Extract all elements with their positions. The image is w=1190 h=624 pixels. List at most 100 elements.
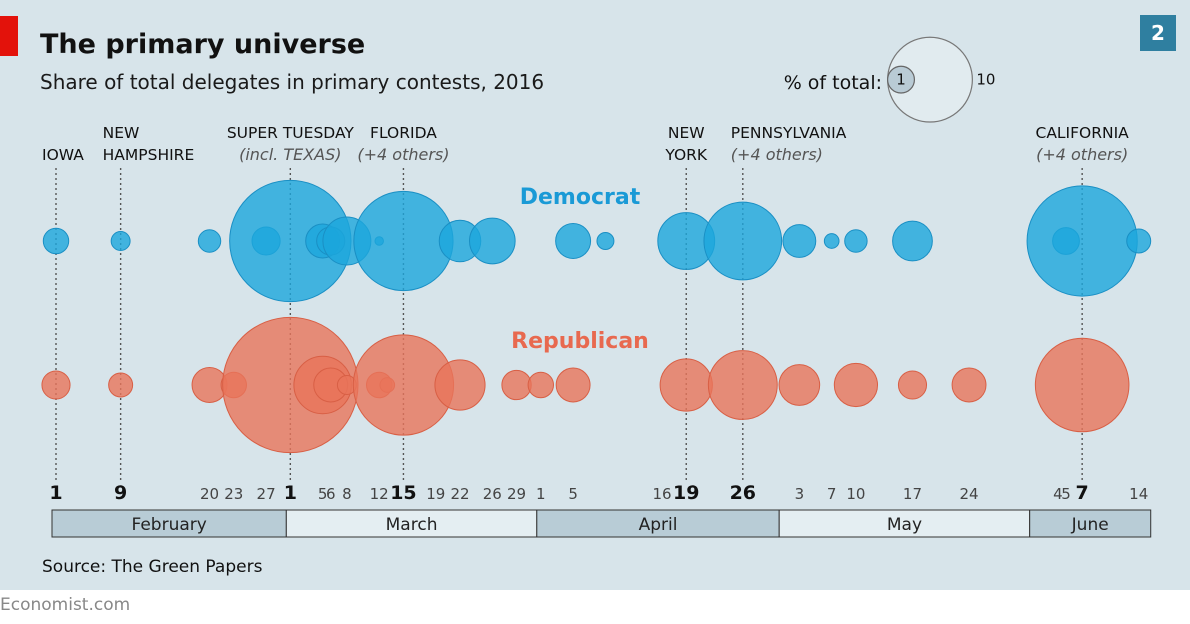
democrat-bubble-17: [823, 233, 840, 249]
annotation-label-3-0: FLORIDA: [370, 124, 437, 142]
democrat-bubble-9: [353, 190, 454, 292]
legend-small-value: 1: [896, 71, 906, 89]
tick-label-7: 6: [326, 485, 336, 503]
source-note: Source: The Green Papers: [42, 557, 263, 577]
annotation-label-4-1: YORK: [664, 146, 708, 164]
tick-label-20: 3: [795, 485, 805, 503]
annotation-label-0-0: IOWA: [42, 146, 84, 164]
annotation-label-5-0: PENNSYLVANIA: [731, 124, 847, 142]
tick-label-3: 23: [224, 485, 243, 503]
tick-label-4: 27: [257, 485, 276, 503]
tick-label-17: 16: [652, 485, 671, 503]
tick-label-12: 22: [450, 485, 469, 503]
annotation-label-2-0: SUPER TUESDAY: [227, 124, 355, 142]
tick-label-15: 1: [536, 485, 546, 503]
democrat-bubble-19: [892, 220, 933, 262]
tick-label-14: 29: [507, 485, 526, 503]
size-legend: % of total: 1 10: [784, 36, 995, 123]
month-label-1: March: [386, 515, 438, 535]
democrat-bubble-13: [596, 232, 615, 250]
month-cell-1: [285, 509, 538, 538]
month-cell-3: [778, 509, 1031, 538]
democrat-bubble-11: [469, 217, 516, 265]
democrat-bubble-15: [703, 201, 783, 281]
legend-label: % of total:: [784, 72, 882, 94]
tick-label-1: 9: [114, 482, 127, 504]
tick-label-28: 14: [1129, 485, 1148, 503]
annotation-note-3: (+4 others): [357, 145, 449, 164]
democrat-bubble-1: [110, 231, 131, 251]
tick-label-11: 19: [426, 485, 445, 503]
annotation-label-1-0: NEW: [103, 124, 140, 142]
tick-label-21: 7: [827, 485, 837, 503]
annotation-label-1-1: HAMPSHIRE: [103, 146, 195, 164]
chart-subtitle: Share of total delegates in primary cont…: [40, 70, 544, 94]
month-label-0: February: [131, 515, 206, 535]
republican-bubble-11: [434, 359, 486, 411]
series-label-democrat: Democrat: [520, 185, 641, 210]
date-tick-labels: 1 9 20 23 27 1 56 8 12 15 19 22 26 29 1 5 16 19 26 3 7 10 17 24…: [49, 482, 1148, 504]
tick-label-8: 8: [342, 485, 352, 503]
leader-lines: [55, 168, 1083, 482]
chart-number-badge: [1140, 15, 1176, 51]
republican-bubble-15: [659, 358, 713, 412]
month-bar: February March April May June: [51, 509, 1152, 538]
chart-panel: [0, 0, 1190, 590]
event-annotations: IOWA NEW HAMPSHIRE SUPER TUESDAY (incl. TEXA…: [42, 124, 1129, 164]
month-label-2: April: [639, 515, 678, 535]
tick-label-6: 5: [318, 485, 328, 503]
accent-bar: [0, 16, 18, 56]
legend-large-value: 10: [976, 71, 995, 89]
tick-label-10: 15: [390, 482, 416, 504]
month-cell-4: [1029, 509, 1152, 538]
republican-bubble-12: [501, 369, 532, 401]
republican-bubble-13: [527, 371, 555, 399]
tick-label-23: 17: [903, 485, 922, 503]
chart-title: The primary universe: [40, 29, 365, 60]
tick-label-25: 4: [1053, 485, 1063, 503]
legend-circle-small: [887, 65, 916, 94]
republican-bubble-18: [833, 362, 879, 408]
tick-label-0: 1: [49, 482, 62, 504]
tick-label-2: 20: [200, 485, 219, 503]
tick-label-13: 26: [483, 485, 502, 503]
democrat-bubble-18: [844, 229, 868, 253]
annotation-label-4-0: NEW: [668, 124, 705, 142]
annotation-note-6: (+4 others): [1036, 145, 1128, 164]
republican-bubble-17: [778, 364, 821, 406]
series-label-republican: Republican: [511, 329, 649, 354]
tick-label-18: 19: [673, 482, 699, 504]
month-cell-0: [51, 509, 287, 538]
democrat-bubbles: [42, 179, 1152, 303]
republican-bubble-21: [1034, 337, 1130, 433]
republican-bubble-0: [41, 370, 71, 400]
tick-label-5: 1: [284, 482, 297, 504]
tick-label-24: 24: [959, 485, 978, 503]
tick-label-27: 7: [1076, 482, 1089, 504]
democrat-bubble-21: [1026, 185, 1138, 297]
tick-label-22: 10: [846, 485, 865, 503]
annotation-label-6-0: CALIFORNIA: [1036, 124, 1130, 142]
annotation-note-2: (incl. TEXAS): [239, 145, 341, 164]
tick-label-19: 26: [730, 482, 756, 504]
republican-bubble-19: [897, 370, 928, 400]
tick-label-26: 5: [1061, 485, 1071, 503]
republican-bubble-16: [707, 350, 778, 420]
republican-bubble-14: [555, 367, 591, 403]
annotation-note-5: (+4 others): [731, 145, 823, 164]
democrat-bubble-2: [197, 229, 222, 253]
republican-bubble-20: [951, 367, 987, 403]
brand-footer: Economist.com: [0, 595, 130, 615]
month-label-3: May: [887, 515, 922, 535]
republican-bubble-1: [108, 372, 134, 398]
democrat-bubble-0: [42, 227, 70, 255]
tick-label-16: 5: [568, 485, 578, 503]
democrat-bubble-16: [782, 224, 817, 258]
democrat-bubble-12: [555, 223, 592, 259]
democrat-bubble-22: [1126, 228, 1152, 254]
month-label-4: June: [1071, 515, 1109, 535]
chart-number: 2: [1151, 21, 1165, 45]
republican-bubbles: [41, 316, 1130, 454]
tick-label-9: 12: [370, 485, 389, 503]
